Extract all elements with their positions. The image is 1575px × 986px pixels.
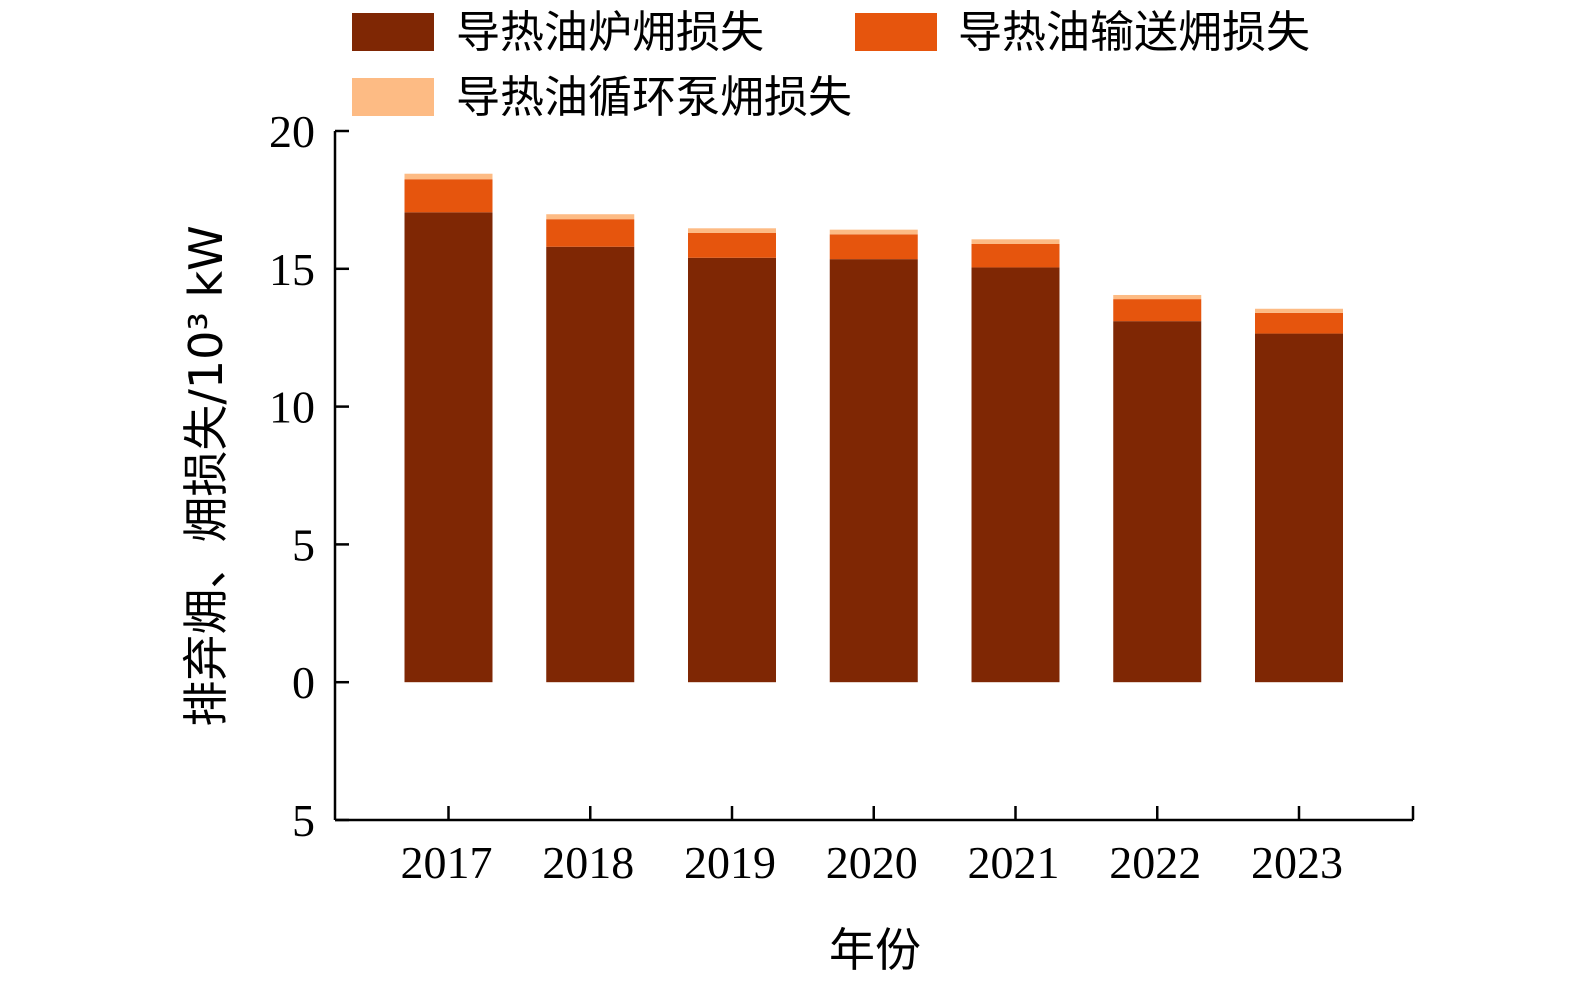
y-axis-title: 排弃㶲、㶲损失/10³ kW — [179, 225, 233, 726]
bar-2018-series-0 — [546, 246, 635, 683]
bar-2022-series-1 — [1113, 299, 1202, 322]
bar-2022-series-2 — [1113, 294, 1202, 300]
x-tick-label: 2022 — [1109, 837, 1201, 888]
bar-2020-series-2 — [829, 229, 918, 235]
bars — [404, 173, 1343, 683]
x-tick-label: 2020 — [826, 837, 918, 888]
x-tick-label: 2019 — [684, 837, 776, 888]
legend-label-pump: 导热油循环泵㶲损失 — [456, 72, 852, 123]
x-tick-label: 2018 — [542, 837, 634, 888]
bar-2017-series-1 — [404, 179, 493, 213]
bar-2018-series-2 — [546, 214, 635, 220]
y-tick-label: 20 — [269, 106, 315, 157]
x-tick-label: 2023 — [1251, 837, 1343, 888]
bar-2023-series-2 — [1255, 308, 1343, 313]
legend-label-transport: 导热油输送㶲损失 — [958, 7, 1310, 58]
legend-label-furnace: 导热油炉㶲损失 — [456, 7, 764, 58]
legend-swatch-furnace — [352, 13, 434, 51]
x-tick-label: 2021 — [968, 837, 1060, 888]
x-axis-title: 年份 — [829, 923, 921, 977]
x-tick-label: 2017 — [401, 837, 493, 888]
y-tick-label: 10 — [269, 382, 315, 433]
y-tick-label: 0 — [292, 657, 315, 708]
bar-2021-series-2 — [971, 239, 1060, 244]
bar-2023-series-1 — [1255, 312, 1343, 334]
legend-swatch-pump — [352, 78, 434, 116]
bar-2017-series-2 — [404, 173, 493, 180]
axes: 20 15 10 5 0 5 2017 2018 2019 2020 2021 2022 2023 — [269, 106, 1415, 888]
bar-2019-series-0 — [688, 257, 776, 683]
y-tick-label: 5 — [292, 519, 315, 570]
y-tick-label: 15 — [269, 244, 315, 295]
bar-2019-series-2 — [688, 228, 776, 233]
bar-2018-series-1 — [546, 219, 635, 247]
bar-2019-series-1 — [688, 232, 776, 258]
legend-swatch-transport — [855, 13, 937, 51]
bar-2020-series-0 — [829, 259, 918, 683]
bar-2017-series-0 — [404, 212, 493, 683]
bar-2020-series-1 — [829, 234, 918, 260]
bar-2023-series-0 — [1255, 333, 1343, 683]
bar-2021-series-0 — [971, 267, 1060, 683]
y-tick-label: 5 — [292, 795, 315, 846]
legend: 导热油炉㶲损失 导热油输送㶲损失 导热油循环泵㶲损失 — [352, 7, 1310, 123]
bar-2022-series-0 — [1113, 321, 1202, 683]
bar-2021-series-1 — [971, 244, 1060, 268]
